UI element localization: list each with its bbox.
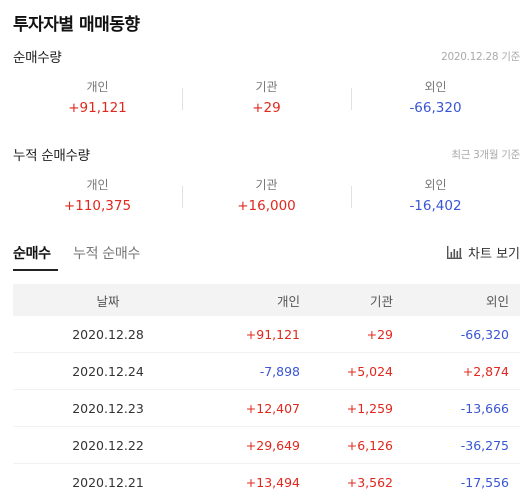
cell-date: 2020.12.21 (72, 474, 144, 490)
header-institution: 기관 (369, 293, 393, 309)
cell-date: 2020.12.23 (72, 400, 144, 416)
cell-institution: +6,126 (346, 437, 393, 453)
summary-institution: 기관 +16,000 (182, 176, 351, 216)
summary-institution: 기관 +29 (182, 78, 351, 118)
summary-value: +16,000 (237, 198, 296, 214)
cell-individual: -7,898 (259, 363, 300, 379)
cumulative-period-note: 최근 3개월 기준 (451, 149, 520, 161)
header-date: 날짜 (96, 293, 120, 309)
table-row: 2020.12.28 +91,121 +29 -66,320 (13, 316, 520, 353)
cell-date: 2020.12.28 (72, 326, 144, 342)
summary-label: 개인 (86, 80, 109, 94)
cumulative-summary: 개인 +110,375 기관 +16,000 외인 -16,402 (13, 176, 520, 216)
cell-individual: +29,649 (245, 437, 300, 453)
divider (351, 88, 352, 110)
summary-foreign: 외인 -66,320 (351, 78, 520, 118)
table-header: 날짜 개인 기관 외인 (13, 284, 520, 316)
summary-label: 외인 (424, 178, 447, 192)
summary-value: -66,320 (409, 100, 462, 116)
divider (351, 186, 352, 208)
cell-date: 2020.12.24 (72, 363, 144, 379)
page-title: 투자자별 매매동향 (13, 15, 140, 35)
summary-individual: 개인 +91,121 (13, 78, 182, 118)
tab-net-purchase[interactable]: 순매수 (13, 246, 51, 262)
table-row: 2020.12.24 -7,898 +5,024 +2,874 (13, 353, 520, 390)
summary-value: +91,121 (68, 100, 127, 116)
chart-view-label: 차트 보기 (468, 247, 520, 262)
cell-institution: +5,024 (346, 363, 393, 379)
header-individual: 개인 (276, 293, 300, 309)
divider (182, 186, 183, 208)
net-purchase-date-note: 2020.12.28 기준 (441, 51, 520, 63)
header-foreign: 외인 (485, 293, 509, 309)
tab-bar: 순매수 누적 순매수 차트 보기 (13, 240, 520, 272)
summary-label: 외인 (424, 80, 447, 94)
summary-label: 기관 (255, 178, 278, 192)
cell-institution: +29 (366, 326, 393, 342)
bar-chart-icon (447, 246, 463, 259)
cell-foreign: +2,874 (462, 363, 509, 379)
table-row: 2020.12.21 +13,494 +3,562 -17,556 (13, 464, 520, 498)
cell-institution: +3,562 (346, 474, 393, 490)
cell-foreign: -36,275 (460, 437, 509, 453)
cell-foreign: -66,320 (460, 326, 509, 342)
cell-institution: +1,259 (346, 400, 393, 416)
cumulative-title: 누적 순매수량 (13, 148, 90, 164)
chart-view-button[interactable]: 차트 보기 (447, 243, 520, 262)
cumulative-header: 누적 순매수량 최근 3개월 기준 (13, 144, 520, 164)
table-row: 2020.12.23 +12,407 +1,259 -13,666 (13, 390, 520, 427)
summary-foreign: 외인 -16,402 (351, 176, 520, 216)
summary-label: 개인 (86, 178, 109, 192)
summary-label: 기관 (255, 80, 278, 94)
summary-individual: 개인 +110,375 (13, 176, 182, 216)
divider (182, 88, 183, 110)
cell-foreign: -17,556 (460, 474, 509, 490)
summary-value: +110,375 (63, 198, 132, 214)
summary-value: -16,402 (409, 198, 462, 214)
net-purchase-title: 순매수량 (13, 50, 62, 66)
investor-trade-table: 날짜 개인 기관 외인 2020.12.28 +91,121 +29 -66,3… (13, 284, 520, 498)
active-tab-indicator (13, 269, 58, 271)
table-row: 2020.12.22 +29,649 +6,126 -36,275 (13, 427, 520, 464)
summary-value: +29 (252, 100, 281, 116)
cell-date: 2020.12.22 (72, 437, 144, 453)
cell-individual: +12,407 (245, 400, 300, 416)
net-purchase-summary: 개인 +91,121 기관 +29 외인 -66,320 (13, 78, 520, 118)
tab-cumulative-net-purchase[interactable]: 누적 순매수 (73, 246, 141, 262)
cell-foreign: -13,666 (460, 400, 509, 416)
cell-individual: +13,494 (245, 474, 300, 490)
cell-individual: +91,121 (245, 326, 300, 342)
net-purchase-header: 순매수량 2020.12.28 기준 (13, 46, 520, 66)
